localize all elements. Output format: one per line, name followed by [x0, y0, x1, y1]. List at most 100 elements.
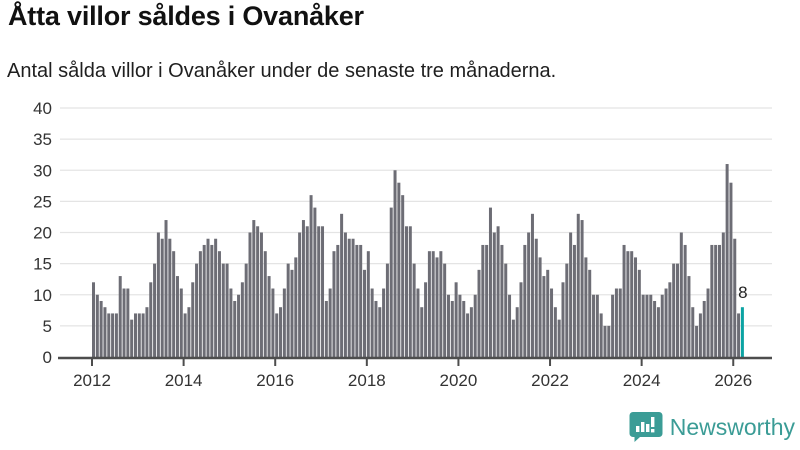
bar-2024-10 — [676, 263, 679, 358]
bar-2015-03 — [237, 294, 241, 357]
bar-2024-04 — [653, 300, 657, 357]
bar-2014-12 — [225, 263, 229, 358]
bar-2016-02 — [279, 307, 283, 357]
bar-2023-04 — [607, 325, 611, 358]
y-tick-label-0: 0 — [43, 348, 52, 367]
bar-2017-01 — [321, 226, 325, 357]
bar-2021-03 — [511, 319, 515, 357]
bar-2023-11 — [634, 257, 638, 357]
bar-2018-03 — [374, 300, 378, 357]
bar-2025-10 — [721, 232, 725, 357]
bar-2012-09 — [122, 288, 126, 357]
bar-2013-03 — [145, 307, 149, 357]
bar-2019-11 — [450, 300, 454, 357]
bar-2024-07 — [664, 288, 668, 357]
bar-2014-01 — [183, 313, 187, 357]
bar-2022-11 — [588, 269, 592, 357]
bar-series — [92, 164, 744, 358]
bar-2022-01 — [550, 288, 554, 357]
bar-2018-09 — [397, 182, 401, 357]
bar-2022-02 — [553, 307, 557, 357]
bar-2018-07 — [389, 207, 393, 357]
bar-2016-09 — [305, 226, 309, 357]
bar-2025-05 — [702, 300, 706, 357]
bar-2025-02 — [691, 307, 695, 357]
x-tick-label-2012: 2012 — [73, 371, 111, 390]
y-tick-label-5: 5 — [43, 317, 52, 336]
bar-2019-05 — [427, 251, 431, 357]
x-tick-label-2024: 2024 — [623, 371, 661, 390]
bar-2018-05 — [382, 288, 386, 357]
bar-2017-11 — [359, 244, 363, 357]
bar-2012-07 — [114, 313, 118, 357]
bar-2025-01 — [687, 276, 691, 357]
bar-2014-11 — [221, 263, 225, 358]
bar-2021-02 — [508, 294, 512, 357]
bar-2017-06 — [340, 213, 344, 357]
bar-2023-02 — [599, 313, 603, 357]
bar-2013-09 — [168, 238, 172, 357]
bar-2025-09 — [717, 244, 721, 357]
bar-2021-08 — [530, 213, 534, 357]
bar-2024-12 — [683, 244, 687, 357]
bar-2015-06 — [248, 232, 252, 357]
bar-2016-10 — [309, 195, 313, 357]
y-tick-label-25: 25 — [33, 192, 52, 211]
bar-2021-11 — [542, 276, 546, 357]
bar-2024-08 — [668, 282, 672, 357]
bar-2018-10 — [401, 195, 405, 357]
highlight-label-text: 8 — [738, 283, 747, 302]
bar-2017-05 — [336, 244, 340, 357]
bar-2012-02 — [95, 294, 99, 357]
highlight-value-label: 8 — [738, 283, 747, 302]
bar-2015-11 — [267, 276, 271, 357]
newsworthy-logo-icon — [629, 412, 663, 442]
x-tick-label-2016: 2016 — [256, 371, 294, 390]
bar-2025-04 — [698, 313, 702, 357]
bar-2014-04 — [195, 263, 199, 358]
bar-2020-10 — [492, 232, 496, 357]
bar-2024-01 — [641, 294, 645, 357]
bar-2015-05 — [244, 263, 248, 358]
bar-2017-07 — [343, 232, 347, 357]
bar-2015-09 — [259, 232, 263, 357]
bar-2018-06 — [385, 263, 389, 358]
bar-2014-07 — [206, 238, 210, 357]
bar-2021-04 — [515, 307, 519, 357]
bar-2021-10 — [538, 257, 542, 357]
bar-2022-07 — [572, 244, 576, 357]
bar-2016-03 — [282, 288, 286, 357]
bar-2014-05 — [198, 251, 202, 357]
bar-2016-12 — [317, 226, 321, 357]
bar-2020-08 — [485, 244, 489, 357]
bar-2024-06 — [660, 294, 664, 357]
bar-2023-10 — [630, 251, 634, 357]
bar-2015-04 — [240, 282, 244, 357]
bar-2013-02 — [141, 313, 145, 357]
bar-2013-08 — [164, 220, 168, 357]
bar-2021-01 — [504, 263, 508, 358]
bar-2020-02 — [462, 300, 466, 357]
exclamation-dot-icon — [650, 429, 655, 433]
bar-2019-09 — [443, 263, 447, 358]
bar-2022-08 — [576, 213, 580, 357]
bar-2018-12 — [408, 226, 412, 357]
bar-2012-11 — [130, 319, 134, 357]
bar-2013-07 — [160, 238, 164, 357]
bar-2014-02 — [187, 307, 191, 357]
bar-2024-09 — [672, 263, 676, 358]
bar-2012-06 — [111, 313, 115, 357]
bar-2015-07 — [252, 220, 256, 357]
bar-2023-03 — [603, 325, 607, 358]
bar-2020-07 — [481, 244, 485, 357]
bar-2025-08 — [714, 244, 718, 357]
bar-2012-05 — [107, 313, 111, 357]
chart-subtitle: Antal sålda villor i Ovanåker under de s… — [7, 60, 557, 82]
bar-2020-03 — [466, 313, 470, 357]
bar-2014-08 — [210, 244, 214, 357]
bar-2019-06 — [431, 251, 435, 357]
bar-2017-03 — [328, 288, 332, 357]
bar-2024-02 — [645, 294, 649, 357]
